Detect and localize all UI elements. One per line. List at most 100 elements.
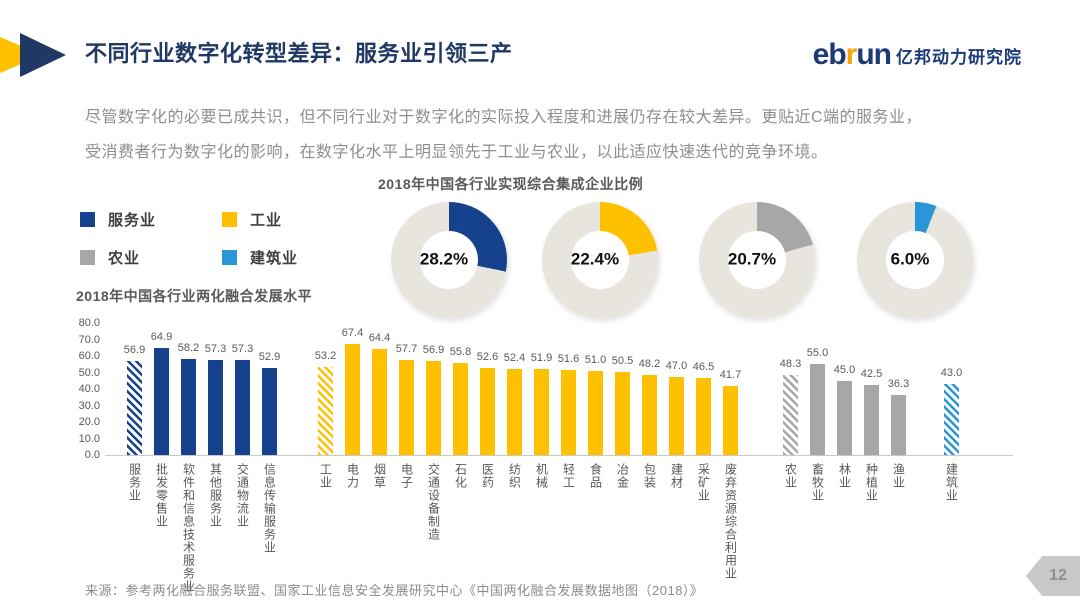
bar-value-label: 48.3 xyxy=(779,358,802,371)
bar-value-label: 52.9 xyxy=(258,350,281,363)
logo-r: r xyxy=(845,38,858,71)
bar-category-label: 冶金 xyxy=(615,463,630,489)
logo-eb: eb xyxy=(812,38,847,71)
y-axis-tick-label: 70.0 xyxy=(78,333,100,346)
donut-hole xyxy=(571,231,629,289)
legend-item-建筑业: 建筑业 xyxy=(222,247,298,268)
bar-category-label: 建材 xyxy=(669,463,684,489)
bar-chart-title: 2018年中国各行业两化融合发展水平 xyxy=(76,288,313,304)
bar-冶金 xyxy=(615,371,630,455)
y-axis-tick-label: 40.0 xyxy=(78,383,100,395)
bar-农业 xyxy=(783,375,798,455)
bar-category-label: 农业 xyxy=(783,463,798,489)
bar-渔业 xyxy=(891,395,906,455)
bar-批发零售业 xyxy=(154,347,169,455)
donut-农业: 20.7% xyxy=(699,202,815,318)
bar-value-label: 47.0 xyxy=(665,360,688,373)
legend-label: 农业 xyxy=(108,250,141,267)
bar-其他服务业 xyxy=(208,360,223,455)
bar-采矿业 xyxy=(696,378,711,455)
bar-value-label: 53.2 xyxy=(314,350,337,363)
bar-category-label: 医药 xyxy=(480,463,495,489)
bar-value-label: 57.3 xyxy=(231,343,254,356)
bar-category-label: 畜牧业 xyxy=(810,463,825,502)
brand-logo: ebrun 亿邦动力研究院 xyxy=(813,40,1022,70)
bar-category-label: 软件和信息技术服务业 xyxy=(181,463,196,593)
bar-value-label: 51.6 xyxy=(557,352,580,365)
bar-轻工 xyxy=(561,369,576,455)
bar-category-label: 渔业 xyxy=(891,463,906,489)
bar-林业 xyxy=(837,380,852,455)
source-note: 来源：参考两化融合服务联盟、国家工业信息安全发展研究中心《中国两化融合发展数据地… xyxy=(85,583,704,598)
x-axis-line xyxy=(105,455,1013,456)
legend-label: 建筑业 xyxy=(250,250,299,267)
logo-wordmark: ebrun xyxy=(812,38,892,71)
bar-value-label: 48.2 xyxy=(638,358,661,371)
legend-item-农业: 农业 xyxy=(80,247,140,268)
bar-value-label: 50.5 xyxy=(611,354,634,367)
bar-value-label: 52.4 xyxy=(503,351,526,364)
donut-建筑业: 6.0% xyxy=(857,202,973,318)
legend-swatch-icon xyxy=(80,250,95,265)
bar-category-label: 工业 xyxy=(318,463,333,489)
bar-value-label: 51.9 xyxy=(530,352,553,365)
bar-category-label: 废弃资源综合利用业 xyxy=(723,463,738,580)
bar-category-label: 电力 xyxy=(345,463,360,489)
logo-un: un xyxy=(856,38,892,71)
bar-服务业 xyxy=(127,361,142,455)
bar-value-label: 51.0 xyxy=(584,353,607,366)
bar-value-label: 42.5 xyxy=(860,367,883,380)
bar-category-label: 信息传输服务业 xyxy=(262,463,277,554)
bar-category-label: 其他服务业 xyxy=(208,463,223,528)
intro-line-2: 受消费者行为数字化的影响，在数字化水平上明显领先于工业与农业，以此适应快速迭代的… xyxy=(85,144,828,161)
bar-包装 xyxy=(642,375,657,455)
bar-石化 xyxy=(453,362,468,455)
y-axis-tick-label: 60.0 xyxy=(78,350,100,362)
bar-value-label: 58.2 xyxy=(177,341,200,354)
y-axis-tick-label: 20.0 xyxy=(78,416,100,428)
legend-label: 工业 xyxy=(250,212,283,229)
bar-交通设备制造 xyxy=(426,361,441,455)
bar-category-label: 种植业 xyxy=(864,463,879,502)
legend-swatch-icon xyxy=(222,250,237,265)
bar-种植业 xyxy=(864,384,879,455)
bar-建材 xyxy=(669,377,684,455)
bar-value-label: 55.0 xyxy=(806,347,829,360)
bar-value-label: 55.8 xyxy=(449,345,472,358)
y-axis-tick-label: 0.0 xyxy=(84,449,100,461)
donut-hole xyxy=(420,231,478,289)
bar-value-label: 64.9 xyxy=(150,330,173,343)
bar-category-label: 建筑业 xyxy=(944,463,959,502)
donut-服务业: 28.2% xyxy=(391,202,507,318)
bar-value-label: 57.3 xyxy=(204,343,227,356)
donut-chart-title: 2018年中国各行业实现综合集成企业比例 xyxy=(378,176,644,192)
bar-category-label: 石化 xyxy=(453,463,468,489)
bar-value-label: 45.0 xyxy=(833,363,856,376)
legend: 服务业 工业 农业 建筑业 xyxy=(80,209,380,279)
donut-hole xyxy=(886,231,944,289)
donut-percent-label: 22.4% xyxy=(570,249,620,269)
header-arrow-icon xyxy=(0,30,80,80)
bar-category-label: 批发零售业 xyxy=(154,463,169,528)
bar-交通物流业 xyxy=(235,360,250,455)
bar-信息传输服务业 xyxy=(262,367,277,455)
bar-烟草 xyxy=(372,348,387,455)
bar-畜牧业 xyxy=(810,364,825,455)
bar-category-label: 林业 xyxy=(837,463,852,489)
bar-category-label: 机械 xyxy=(534,463,549,489)
bar-category-label: 烟草 xyxy=(372,463,387,489)
bar-医药 xyxy=(480,368,495,455)
donut-工业: 22.4% xyxy=(542,202,658,318)
intro-line-1: 尽管数字化的必要已成共识，但不同行业对于数字化的实际投入程度和进展仍存在较大差异… xyxy=(85,109,923,126)
intro-text: 尽管数字化的必要已成共识，但不同行业对于数字化的实际投入程度和进展仍存在较大差异… xyxy=(85,100,1025,170)
bar-category-label: 食品 xyxy=(588,463,603,489)
bar-value-label: 36.3 xyxy=(887,378,910,391)
bar-建筑业 xyxy=(944,384,959,455)
bar-value-label: 43.0 xyxy=(940,367,963,380)
bar-value-label: 56.9 xyxy=(422,344,445,357)
bar-value-label: 57.7 xyxy=(395,342,418,355)
y-axis-tick-label: 10.0 xyxy=(78,432,100,445)
bar-value-label: 64.4 xyxy=(368,331,391,344)
donut-percent-label: 20.7% xyxy=(727,249,777,269)
